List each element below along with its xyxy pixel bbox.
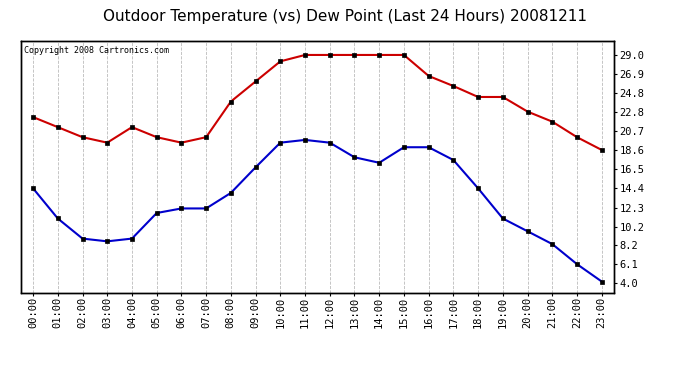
Text: Copyright 2008 Cartronics.com: Copyright 2008 Cartronics.com (23, 46, 168, 55)
Text: Outdoor Temperature (vs) Dew Point (Last 24 Hours) 20081211: Outdoor Temperature (vs) Dew Point (Last… (103, 9, 587, 24)
